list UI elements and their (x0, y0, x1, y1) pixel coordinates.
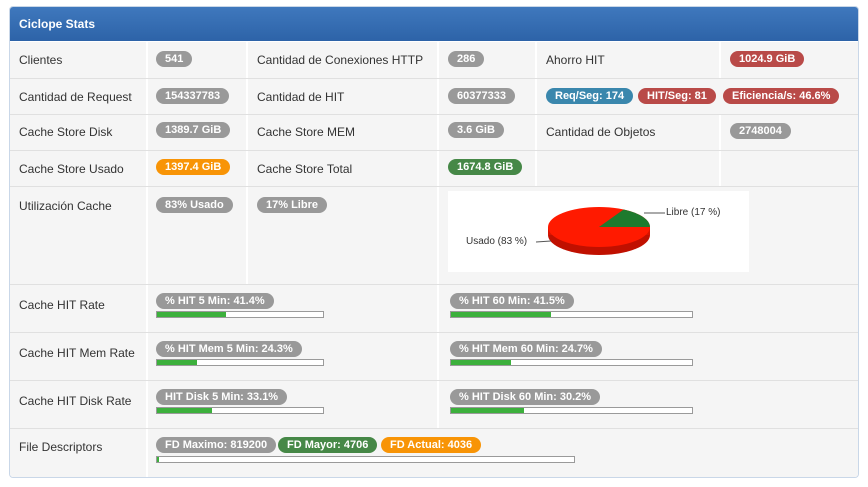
usado-label: Cache Store Usado (19, 162, 124, 176)
rate-label: Cache HIT Mem Rate (19, 346, 135, 360)
rate-60min-bar (450, 359, 693, 366)
pie-usado-leader (535, 240, 552, 243)
total-label: Cache Store Total (257, 162, 353, 176)
rate-5min-bar (156, 359, 324, 366)
objetos-badge: 2748004 (730, 123, 791, 139)
req-seg-badge: Req/Seg: 174 (546, 88, 634, 104)
rate-60min-fill (451, 408, 524, 413)
conexiones-badge: 286 (448, 51, 485, 67)
ahorro-badge: 1024.9 GiB (730, 51, 805, 67)
fd-actual-badge: FD Actual: 4036 (381, 437, 482, 453)
hit-seg-badge: HIT/Seg: 81 (638, 88, 716, 104)
clientes-badge: 541 (156, 51, 193, 67)
row-clientes: Clientes 541 Cantidad de Conexiones HTTP… (10, 42, 858, 79)
fd-progress-bar (156, 456, 575, 463)
rate-60min-badge: % HIT Mem 60 Min: 24.7% (450, 341, 602, 357)
conexiones-label: Cantidad de Conexiones HTTP (257, 53, 424, 67)
row-fd: File Descriptors FD Maximo: 819200 FD Ma… (10, 429, 858, 477)
rate-5min-fill (157, 408, 212, 413)
rate-row: Cache HIT Rate % HIT 5 Min: 41.4% % HIT 60… (10, 285, 858, 333)
mem-badge: 3.6 GiB (448, 122, 504, 138)
rate-60min-bar (450, 407, 693, 414)
rate-5min-bar (156, 311, 324, 318)
rate-60min-bar (450, 311, 693, 318)
request-badge: 154337783 (156, 88, 230, 104)
rate-label: Cache HIT Disk Rate (19, 394, 132, 408)
eficiencia-badge: Eficiencia/s: 46.6% (723, 88, 840, 104)
ahorro-label: Ahorro HIT (546, 53, 605, 67)
objetos-label: Cantidad de Objetos (546, 125, 656, 139)
util-label: Utilización Cache (19, 199, 112, 213)
rate-60min-badge: % HIT Disk 60 Min: 30.2% (450, 389, 601, 405)
pie-svg (535, 207, 665, 255)
pie-libre-slice (599, 209, 650, 227)
rate-5min-badge: % HIT Mem 5 Min: 24.3% (156, 341, 302, 357)
request-label: Cantidad de Request (19, 90, 132, 104)
rate-5min-fill (157, 312, 226, 317)
row-request: Cantidad de Request 154337783 Cantidad d… (10, 79, 858, 115)
total-badge: 1674.8 GiB (448, 159, 523, 175)
pie-libre-label: Libre (17 %) (666, 207, 721, 218)
usado-badge: 1397.4 GiB (156, 159, 231, 175)
fd-progress-fill (157, 457, 160, 462)
disk-label: Cache Store Disk (19, 125, 113, 139)
fd-mayor-badge: FD Mayor: 4706 (278, 437, 378, 453)
hit-label: Cantidad de HIT (257, 90, 345, 104)
fd-maximo-badge: FD Maximo: 819200 (156, 437, 277, 453)
rate-label: Cache HIT Rate (19, 298, 105, 312)
hit-badge: 60377333 (448, 88, 515, 104)
rate-row: Cache HIT Disk Rate HIT Disk 5 Min: 33.1%… (10, 381, 858, 429)
rate-5min-badge: HIT Disk 5 Min: 33.1% (156, 389, 288, 405)
util-libre-badge: 17% Libre (257, 197, 327, 213)
mem-label: Cache Store MEM (257, 125, 356, 139)
utilization-pie-chart: Libre (17 %) Usado (83 %) (448, 191, 749, 272)
disk-badge: 1389.7 GiB (156, 122, 231, 138)
rate-60min-fill (451, 360, 511, 365)
util-usado-badge: 83% Usado (156, 197, 233, 213)
rate-5min-bar (156, 407, 324, 414)
rate-5min-badge: % HIT 5 Min: 41.4% (156, 293, 274, 309)
rate-5min-fill (157, 360, 198, 365)
panel-title: Ciclope Stats (10, 7, 858, 41)
pie-usado-label: Usado (83 %) (466, 236, 528, 247)
stats-panel: Ciclope Stats Clientes 541 Cantidad de C… (9, 6, 859, 478)
row-usado: Cache Store Usado 1397.4 GiB Cache Store… (10, 151, 858, 187)
rate-row: Cache HIT Mem Rate % HIT Mem 5 Min: 24.3%… (10, 333, 858, 381)
row-disk: Cache Store Disk 1389.7 GiB Cache Store … (10, 115, 858, 151)
rate-60min-fill (451, 312, 551, 317)
clientes-label: Clientes (19, 53, 63, 67)
rate-60min-badge: % HIT 60 Min: 41.5% (450, 293, 574, 309)
fd-label: File Descriptors (19, 440, 103, 454)
